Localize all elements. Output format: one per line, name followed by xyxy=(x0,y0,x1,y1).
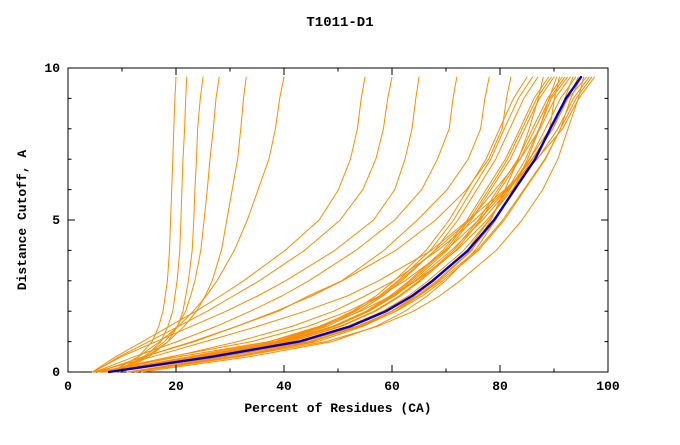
model-curve xyxy=(98,76,579,373)
model-curve xyxy=(105,76,539,373)
model-curve xyxy=(94,76,458,373)
model-curve xyxy=(94,76,595,373)
x-tick-label: 60 xyxy=(384,379,400,394)
axis-ticks: 0 20 40 60 80 100 0 5 10 xyxy=(44,61,620,394)
model-curve xyxy=(116,76,247,373)
x-tick-label: 80 xyxy=(492,379,508,394)
y-tick-label: 10 xyxy=(44,61,60,76)
model-curve xyxy=(104,76,533,373)
x-tick-label: 20 xyxy=(168,379,184,394)
model-curve xyxy=(93,76,393,373)
x-tick-label: 0 xyxy=(64,379,72,394)
y-axis-label: Distance Cutoff, A xyxy=(15,150,30,291)
model-curves xyxy=(91,75,595,374)
highlight-curve xyxy=(107,75,583,374)
model-curve xyxy=(104,76,528,373)
model-curve xyxy=(116,76,188,373)
x-tick-label: 100 xyxy=(596,379,620,394)
model-curve xyxy=(97,76,490,373)
model-curve xyxy=(134,76,585,373)
model-curve xyxy=(113,76,220,373)
x-axis-label: Percent of Residues (CA) xyxy=(244,401,431,416)
model-curve xyxy=(118,76,204,373)
y-tick-label: 0 xyxy=(52,365,60,380)
model-curve xyxy=(129,76,544,373)
model-curve xyxy=(106,76,563,373)
model-curve xyxy=(98,76,512,373)
model-curve xyxy=(110,76,177,373)
model-curve xyxy=(106,76,552,373)
model-curve xyxy=(110,76,285,373)
y-tick-label: 5 xyxy=(52,213,60,228)
model-curve xyxy=(92,76,420,373)
chart-title: T1011-D1 xyxy=(306,15,373,31)
model-curve xyxy=(140,76,558,373)
model-curve xyxy=(91,76,366,373)
x-tick-label: 40 xyxy=(276,379,292,394)
model-curve xyxy=(98,76,590,373)
